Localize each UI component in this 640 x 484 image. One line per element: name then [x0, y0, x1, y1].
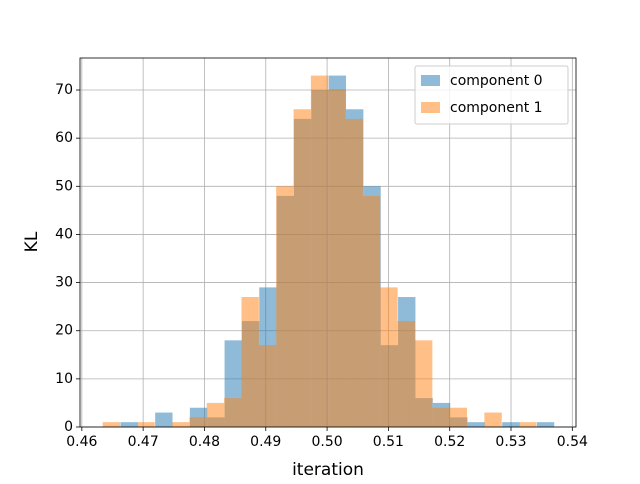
y-tick-label: 40 [55, 226, 73, 242]
legend-label: component 0 [450, 73, 543, 89]
bar [397, 321, 415, 427]
bar [172, 422, 190, 427]
bar [536, 422, 555, 427]
bar [467, 422, 485, 427]
plot-frame [79, 57, 577, 428]
bar [484, 412, 502, 427]
bar [137, 422, 155, 427]
x-tick-label: 0.53 [495, 434, 526, 450]
y-tick-label: 20 [55, 323, 73, 339]
x-tick-label: 0.54 [557, 434, 588, 450]
bar [102, 422, 121, 427]
y-tick-label: 0 [64, 419, 73, 435]
bar [258, 345, 277, 427]
y-tick-label: 60 [55, 130, 73, 146]
bar [310, 75, 329, 428]
bar [120, 422, 138, 427]
bar [206, 402, 225, 427]
y-tick-label: 30 [55, 275, 73, 291]
legend-label: component 1 [450, 100, 543, 116]
bar [432, 407, 450, 427]
x-tick-label: 0.51 [373, 434, 404, 450]
bar [345, 118, 363, 427]
bar [502, 422, 520, 427]
bar [189, 417, 207, 427]
x-axis-label: iteration [292, 460, 364, 480]
x-tick-label: 0.49 [250, 434, 281, 450]
y-tick-label: 70 [55, 82, 73, 98]
x-tick-label: 0.48 [189, 434, 220, 450]
y-tick-label: 10 [55, 371, 73, 387]
legend-swatch [421, 75, 440, 86]
legend-box [414, 65, 569, 125]
bar [519, 422, 537, 427]
legend-swatch [421, 102, 440, 113]
y-axis-label: KL [22, 231, 42, 252]
bar [224, 398, 242, 427]
bar [293, 109, 311, 428]
x-tick-label: 0.52 [434, 434, 465, 450]
bar [328, 90, 346, 427]
x-tick-label: 0.46 [66, 434, 97, 450]
y-tick-label: 50 [55, 178, 73, 194]
bar [380, 287, 398, 427]
bar [241, 297, 259, 427]
bar [155, 412, 173, 427]
bar [449, 407, 468, 427]
x-tick-label: 0.50 [311, 434, 342, 450]
bar [362, 195, 381, 427]
x-tick-label: 0.47 [128, 434, 159, 450]
bar [414, 340, 433, 427]
bar [276, 186, 294, 427]
legend: component 0 component 1 [414, 65, 569, 125]
